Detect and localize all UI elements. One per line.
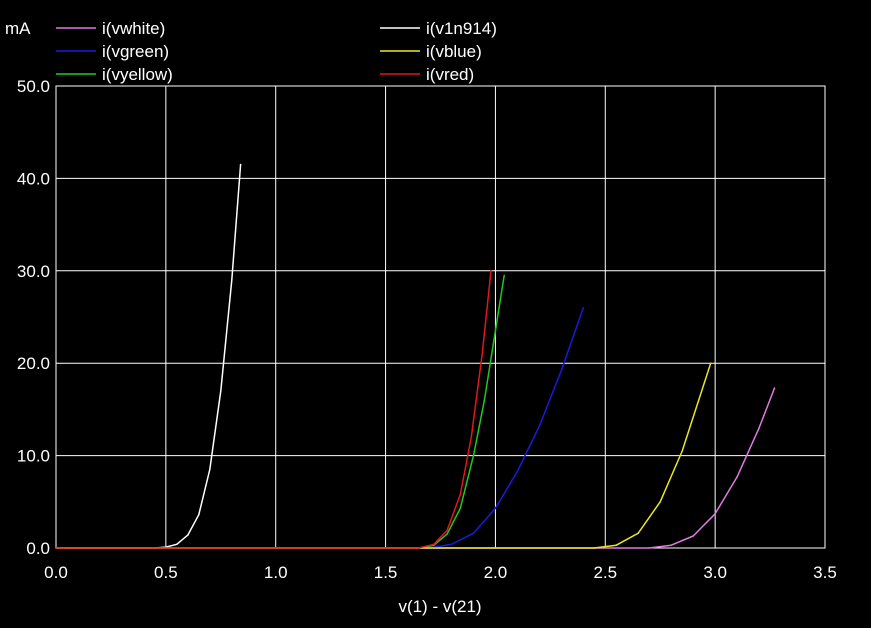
data-point: [472, 454, 475, 457]
data-point: [709, 362, 712, 365]
legend-label: i(vwhite): [102, 19, 165, 38]
data-point: [593, 547, 596, 549]
data-point: [736, 476, 738, 478]
data-point: [560, 369, 563, 372]
data-point: [503, 274, 506, 277]
data-point: [637, 532, 639, 534]
data-point: [681, 450, 683, 452]
data-point: [483, 399, 486, 402]
data-point: [459, 507, 462, 510]
x-axis-label: v(1) - v(21): [398, 597, 481, 616]
legend: i(vwhite) i(vgreen) i(vyellow) i(v1n914) i(v…: [56, 19, 497, 84]
data-point: [615, 544, 618, 546]
y-tick-label: 0.0: [26, 539, 50, 558]
series-line: [418, 275, 505, 549]
data-point: [659, 501, 661, 503]
data-point: [239, 163, 242, 166]
y-tick-label: 30.0: [17, 262, 50, 281]
data-point: [692, 535, 694, 537]
tick-labels: 0.0 0.5 1.0 1.5 2.0 2.5 3.0 3.5 0.0 10.0 20.0 30.0 4…: [17, 77, 837, 582]
y-axis-label: mA: [5, 19, 31, 38]
data-point: [433, 543, 435, 546]
series-lines: [56, 163, 776, 549]
data-point: [670, 544, 672, 546]
data-point: [187, 534, 189, 536]
legend-label: i(vblue): [426, 42, 482, 61]
x-tick-label: 3.0: [703, 563, 727, 582]
legend-label: i(vgreen): [102, 42, 169, 61]
x-tick-label: 2.0: [484, 563, 508, 582]
data-point: [446, 533, 448, 535]
data-point: [209, 468, 211, 471]
y-tick-label: 10.0: [17, 447, 50, 466]
legend-label: i(vyellow): [102, 65, 173, 84]
data-point: [459, 493, 462, 496]
x-tick-label: 1.0: [264, 563, 288, 582]
x-tick-label: 1.5: [374, 563, 398, 582]
series-line: [429, 307, 585, 549]
legend-label: i(v1n914): [426, 19, 497, 38]
data-point: [472, 532, 475, 534]
data-point: [494, 330, 497, 332]
data-point: [582, 307, 585, 309]
data-point: [481, 353, 484, 355]
y-tick-label: 20.0: [17, 354, 50, 373]
y-tick-label: 50.0: [17, 77, 50, 96]
legend-label: i(vred): [426, 65, 474, 84]
series-line: [594, 362, 712, 549]
data-point: [446, 529, 448, 532]
y-tick-label: 40.0: [17, 169, 50, 188]
data-point: [494, 507, 497, 510]
x-tick-label: 0.0: [44, 563, 68, 582]
data-point: [176, 543, 178, 546]
data-point: [648, 547, 650, 549]
x-tick-label: 2.5: [593, 563, 617, 582]
x-tick-label: 3.5: [813, 563, 837, 582]
data-point: [417, 547, 420, 549]
data-point: [231, 279, 233, 281]
data-point: [490, 270, 492, 272]
data-point: [714, 513, 716, 515]
x-tick-label: 0.5: [154, 563, 178, 582]
data-point: [538, 425, 541, 427]
data-point: [220, 390, 222, 392]
data-point: [516, 470, 519, 473]
data-point: [198, 513, 200, 516]
data-point: [758, 427, 760, 429]
data-point: [450, 543, 453, 546]
data-point: [470, 436, 473, 438]
data-point: [773, 387, 776, 389]
